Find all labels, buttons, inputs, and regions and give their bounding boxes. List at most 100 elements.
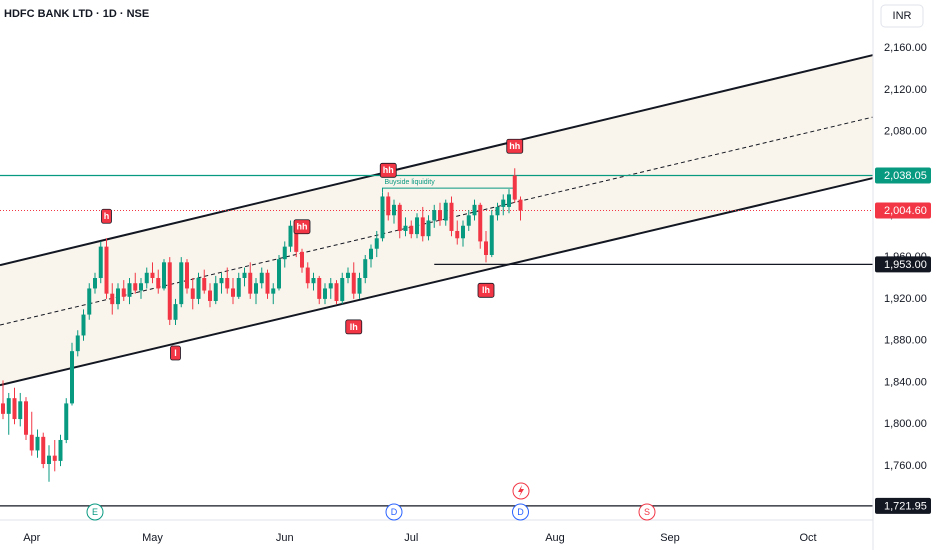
candle-body	[443, 202, 448, 221]
candle-body	[139, 283, 143, 291]
currency-button[interactable]	[880, 4, 924, 28]
channel-fill	[0, 55, 873, 386]
candle-body	[328, 283, 333, 289]
swing-label: hh	[509, 141, 520, 151]
candle-body	[259, 272, 264, 284]
candle-body	[386, 196, 391, 216]
candle-body	[392, 204, 396, 216]
candle-body	[282, 246, 287, 260]
candle-body	[501, 199, 506, 207]
candle-body	[277, 259, 281, 289]
candle-body	[300, 251, 304, 268]
channel-middle	[0, 116, 874, 326]
candle-body	[150, 272, 155, 278]
y-tick-label: 1,880.00	[884, 335, 927, 347]
price-level-label: 2,004.60	[884, 205, 927, 217]
candle-body	[507, 194, 511, 207]
candle-body	[185, 262, 189, 289]
candle-body	[75, 335, 80, 352]
x-tick-label: Aug	[545, 532, 565, 544]
candle-body	[248, 272, 253, 294]
swing-tag	[345, 319, 363, 335]
candle-body	[167, 262, 172, 320]
y-tick-label: 2,160.00	[884, 42, 927, 54]
swing-label: lh	[482, 285, 490, 295]
candle-body	[374, 238, 379, 249]
candle-body	[489, 215, 494, 255]
price-level-label: 2,038.05	[884, 170, 927, 182]
event-marker	[86, 503, 104, 521]
price-level-tag	[875, 497, 931, 514]
candle-body	[363, 259, 368, 278]
candle-body	[144, 272, 149, 284]
currency-label[interactable]: INR	[893, 10, 912, 22]
candle-body	[334, 283, 339, 301]
candle-body	[24, 401, 28, 435]
swing-label: l	[174, 348, 177, 358]
candle-body	[357, 277, 362, 294]
event-marker	[385, 503, 403, 521]
candle-body	[196, 277, 201, 299]
candle-body	[351, 272, 356, 294]
x-tick-label: Apr	[23, 532, 40, 544]
x-tick-label: Oct	[799, 532, 816, 544]
swing-label: hh	[297, 222, 308, 232]
swing-tag	[379, 162, 397, 178]
candle-body	[121, 288, 126, 297]
candle-body	[35, 436, 40, 451]
candle-body	[231, 288, 235, 297]
candle-body	[495, 206, 500, 216]
candle-body	[512, 175, 517, 200]
candle-body	[110, 293, 115, 305]
candle-body	[190, 288, 195, 299]
candle-body	[242, 272, 247, 278]
y-tick-label: 1,920.00	[884, 293, 927, 305]
swing-tag	[101, 208, 112, 224]
candle-body	[323, 288, 327, 299]
candle-body	[202, 277, 207, 291]
candle-body	[397, 204, 402, 231]
candle-body	[311, 277, 316, 284]
swing-label: hh	[383, 165, 394, 175]
candle-body	[52, 455, 57, 461]
event-label: D	[391, 507, 398, 517]
candle-body	[12, 398, 17, 420]
candle-body	[6, 398, 11, 414]
event-marker	[638, 503, 656, 521]
candle-body	[420, 217, 425, 237]
candle-body	[294, 225, 299, 252]
candle-body	[449, 202, 454, 231]
candle-body	[426, 220, 431, 237]
candle-body	[265, 272, 270, 294]
candle-body	[156, 277, 161, 289]
channel-lower	[0, 177, 874, 387]
candle-body	[305, 267, 310, 284]
x-tick-label: May	[142, 532, 163, 544]
event-label: S	[644, 507, 650, 517]
candle-body	[87, 288, 92, 315]
candle-body	[466, 215, 471, 226]
price-level-label: 1,721.95	[884, 500, 927, 512]
swing-label: h	[104, 211, 110, 221]
y-tick-label: 1,800.00	[884, 418, 927, 430]
y-tick-label: 1,760.00	[884, 460, 927, 472]
candle-body	[317, 277, 322, 299]
candle-body	[70, 351, 74, 404]
price-level-label: 1,953.00	[884, 259, 927, 271]
candle-body	[455, 230, 460, 239]
candle-body	[340, 277, 345, 301]
candle-body	[41, 436, 46, 465]
x-tick-label: Jun	[276, 532, 294, 544]
liquidity-label: Buyside liquidity	[385, 179, 436, 186]
candle-body	[415, 217, 419, 235]
candle-body	[58, 439, 63, 461]
candle-body	[173, 304, 178, 320]
candle-body	[47, 455, 51, 465]
candle-body	[127, 283, 132, 297]
candle-body	[98, 246, 103, 278]
candle-body	[213, 283, 218, 301]
candle-body	[225, 277, 230, 289]
x-tick-label: Sep	[660, 532, 680, 544]
candle-body	[179, 262, 184, 305]
